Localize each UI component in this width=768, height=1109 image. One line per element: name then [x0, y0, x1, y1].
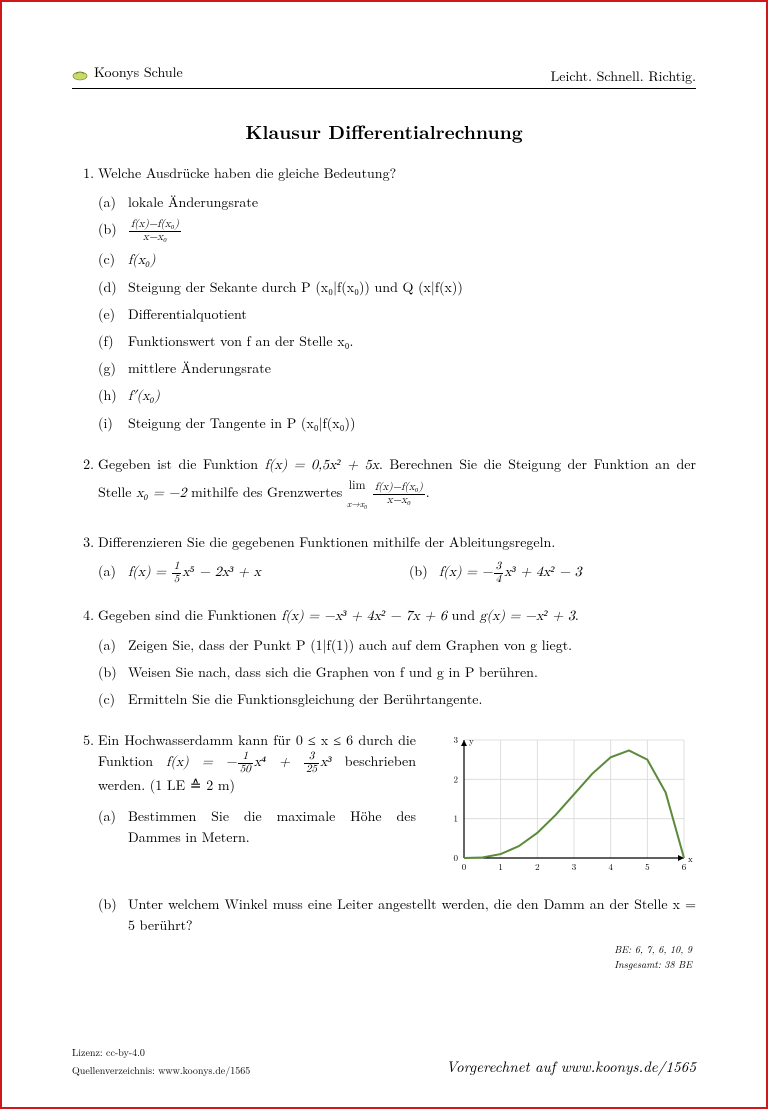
q3-item-a: (a) f(x) = 15x⁵ − 2x³ + x: [98, 561, 385, 585]
svg-text:y: y: [469, 734, 474, 747]
q1-item-d: (d)Steigung der Sekante durch P (x₀|f(x₀…: [98, 277, 696, 298]
q2-number: 2.: [72, 454, 94, 475]
question-5: 5. Ein Hochwasserdamm kann für 0 ≤ x ≤ 6…: [72, 730, 696, 972]
q3-number: 3.: [72, 532, 94, 553]
question-1: 1. Welche Ausdrücke haben die gleiche Be…: [72, 163, 696, 434]
svg-text:3: 3: [453, 733, 458, 746]
q1-item-e: (e)Differentialquotient: [98, 304, 696, 325]
q4-item-c: (c)Ermitteln Sie die Funktionsgleichung …: [98, 689, 696, 710]
points-note: BE: 6, 7, 6, 10, 9 Insgesamt: 38 BE: [98, 942, 696, 972]
q1-item-g: (g)mittlere Änderungsrate: [98, 358, 696, 379]
q1-item-c: (c)f(x₀): [98, 249, 696, 271]
q1-b-fraction: f(x)−f(x₀)x−x₀: [129, 219, 181, 243]
q1-item-h: (h)f′(x₀): [98, 385, 696, 407]
q4-item-a: (a)Zeigen Sie, dass der Punkt P (1|f(1))…: [98, 635, 696, 656]
q1-number: 1.: [72, 163, 94, 184]
q4-item-b: (b)Weisen Sie nach, dass sich die Graphe…: [98, 662, 696, 683]
q1-item-b: (b) f(x)−f(x₀)x−x₀: [98, 219, 696, 243]
svg-text:3: 3: [572, 860, 577, 873]
svg-text:1: 1: [453, 812, 458, 825]
brand-logo-icon: [72, 66, 88, 78]
q5-item-b: (b)Unter welchem Winkel muss eine Leiter…: [98, 894, 696, 936]
footer-link: Vorgerechnet auf www.koonys.de/1565: [446, 1056, 696, 1077]
svg-text:5: 5: [645, 860, 650, 873]
svg-text:x: x: [688, 852, 693, 865]
q5-item-a: (a)Bestimmen Sie die maximale Höhe des D…: [98, 806, 416, 848]
svg-text:1: 1: [498, 860, 503, 873]
question-4: 4. Gegeben sind die Funktionen f(x) = −x…: [72, 605, 696, 710]
q1-text: Welche Ausdrücke haben die gleiche Bedeu…: [98, 163, 396, 183]
question-3: 3. Differenzieren Sie die gegebenen Funk…: [72, 532, 696, 585]
q1-item-f: (f)Funktionswert von f an der Stelle x₀.: [98, 331, 696, 352]
source-text: Quellenverzeichnis: www.koonys.de/1565: [72, 1063, 250, 1077]
page-footer: Lizenz: cc-by-4.0 Quellenverzeichnis: ww…: [72, 1045, 696, 1077]
q5-number: 5.: [72, 730, 94, 751]
q1-item-a: (a)lokale Änderungsrate: [98, 192, 696, 213]
svg-text:2: 2: [453, 773, 458, 786]
question-2: 2. Gegeben ist die Funktion f(x) = 0,5x²…: [72, 454, 696, 512]
svg-text:0: 0: [462, 860, 467, 873]
svg-text:2: 2: [535, 860, 540, 873]
svg-text:4: 4: [608, 860, 613, 873]
tagline: Leicht. Schnell. Richtig.: [551, 66, 696, 86]
q3-item-b: (b) f(x) = −34x³ + 4x² − 3: [409, 561, 696, 585]
dam-function-chart: 0 1 2 3 4 5 6 0 1 2 3 x y: [436, 730, 696, 880]
page-title: Klausur Differentialrechnung: [72, 117, 696, 145]
license-text: Lizenz: cc-by-4.0: [72, 1045, 250, 1059]
brand-name: Koonys Schule: [94, 62, 183, 82]
page-header: Koonys Schule Leicht. Schnell. Richtig.: [72, 62, 696, 89]
svg-text:6: 6: [682, 860, 687, 873]
q4-number: 4.: [72, 605, 94, 626]
svg-text:0: 0: [453, 851, 458, 864]
q2-fraction: f(x)−f(x₀)x−x₀: [373, 482, 425, 506]
limit-expression: limx→x₀: [347, 476, 367, 512]
q1-item-i: (i)Steigung der Tangente in P (x₀|f(x₀)): [98, 413, 696, 434]
